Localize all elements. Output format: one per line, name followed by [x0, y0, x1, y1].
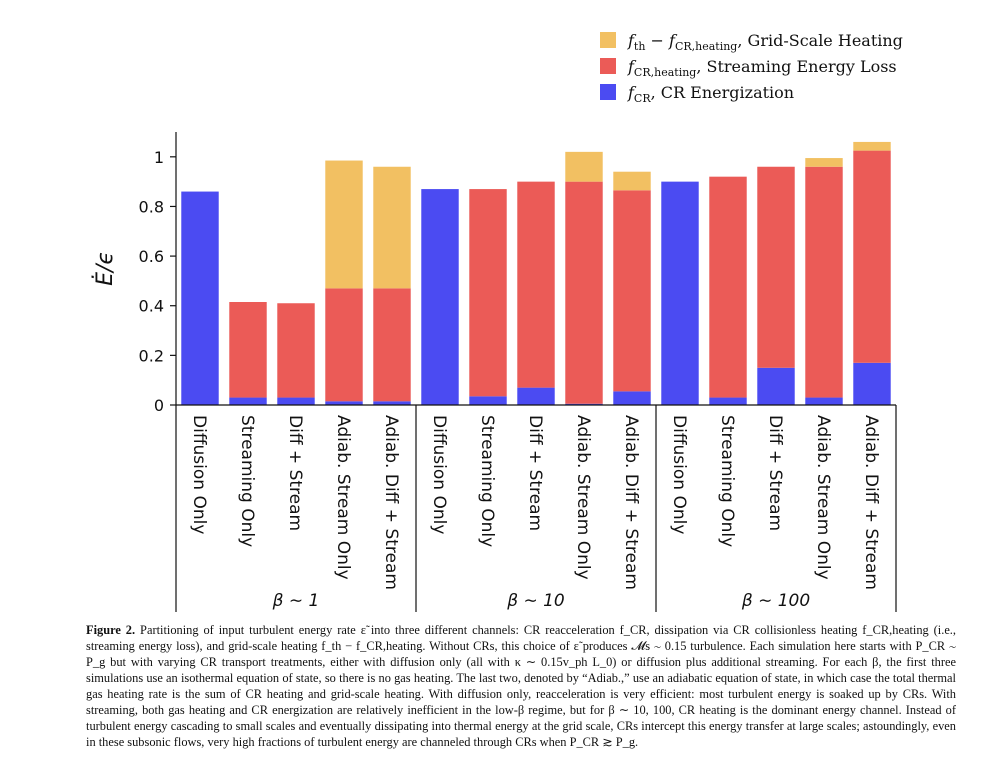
plot-area: 0 0.2 0.4 0.6 0.8 1 Diffusion Only Streaming On…	[139, 132, 897, 612]
bar-cr-energization	[469, 396, 507, 405]
x-tick-label: Diffusion Only	[669, 415, 689, 534]
bar-cr-energization	[709, 397, 747, 405]
bar-cr-energization	[613, 391, 651, 405]
x-tick-label: Adiab. Stream Only	[573, 415, 593, 580]
legend-swatch	[600, 84, 616, 100]
x-tick-label: Diffusion Only	[189, 415, 209, 534]
bar-streaming-energy-loss	[517, 181, 555, 388]
y-tick-label: 1	[154, 148, 164, 167]
bar-streaming-energy-loss	[469, 189, 507, 397]
bar-streaming-energy-loss	[805, 166, 843, 398]
bar-streaming-energy-loss	[853, 150, 891, 363]
legend: fth − fCR,heating, Grid-Scale Heating fCR…	[600, 31, 903, 105]
x-tick-label: Diff + Stream	[765, 415, 785, 531]
y-tick-label: 0	[154, 396, 164, 415]
y-axis-label: Ė/ϵ	[92, 251, 118, 286]
bar-cr-energization	[181, 191, 219, 405]
bar-grid-scale-heating	[805, 158, 843, 167]
y-tick-label: 0.4	[139, 297, 164, 316]
bar-cr-energization	[277, 397, 315, 405]
group-label: β ∼ 1	[272, 591, 320, 611]
x-tick-label: Adiab. Stream Only	[813, 415, 833, 580]
legend-entry: fCR, CR Energization	[627, 83, 794, 105]
bar-grid-scale-heating	[373, 166, 411, 289]
x-tick-label: Streaming Only	[717, 415, 737, 547]
bar-streaming-energy-loss	[565, 181, 603, 404]
bar-cr-energization	[757, 367, 795, 405]
caption-label: Figure 2.	[86, 623, 136, 637]
caption-text: Partitioning of input turbulent energy r…	[86, 623, 957, 749]
bar-streaming-energy-loss	[709, 176, 747, 398]
bar-streaming-energy-loss	[757, 166, 795, 368]
x-tick-label: Streaming Only	[237, 415, 257, 547]
group-label: β ∼ 100	[741, 591, 810, 611]
bar-grid-scale-heating	[325, 160, 363, 289]
group-label: β ∼ 10	[506, 591, 565, 611]
bar-cr-energization	[565, 403, 603, 405]
bar-cr-energization	[229, 397, 267, 405]
legend-swatch	[600, 58, 616, 74]
bar-streaming-energy-loss	[277, 303, 315, 398]
stacked-bar-chart: fth − fCR,heating, Grid-Scale Heating fCR…	[92, 31, 903, 612]
bar-streaming-energy-loss	[325, 288, 363, 402]
y-tick-label: 0.8	[139, 197, 164, 216]
bar-cr-energization	[373, 401, 411, 405]
figure-caption: Figure 2. Partitioning of input turbulen…	[86, 622, 956, 750]
x-tick-label: Adiab. Stream Only	[333, 415, 353, 580]
bar-grid-scale-heating	[613, 171, 651, 191]
bar-streaming-energy-loss	[373, 288, 411, 402]
bar-streaming-energy-loss	[229, 302, 267, 398]
x-tick-label: Adiab. Diff + Stream	[621, 415, 641, 590]
legend-swatch	[600, 32, 616, 48]
x-tick-label: Adiab. Diff + Stream	[381, 415, 401, 590]
bar-cr-energization	[805, 397, 843, 405]
x-tick-label: Adiab. Diff + Stream	[861, 415, 881, 590]
y-tick-label: 0.6	[139, 247, 164, 266]
x-tick-label: Streaming Only	[477, 415, 497, 547]
y-tick-label: 0.2	[139, 346, 164, 365]
bar-cr-energization	[661, 181, 699, 405]
bar-streaming-energy-loss	[613, 190, 651, 392]
bar-grid-scale-heating	[853, 141, 891, 151]
bar-cr-energization	[517, 387, 555, 405]
bar-cr-energization	[421, 189, 459, 405]
x-tick-label: Diff + Stream	[525, 415, 545, 531]
bar-cr-energization	[853, 362, 891, 405]
bar-grid-scale-heating	[565, 151, 603, 182]
x-tick-label: Diffusion Only	[429, 415, 449, 534]
bar-cr-energization	[325, 401, 363, 405]
legend-entry: fCR,heating, Streaming Energy Loss	[627, 57, 897, 79]
x-tick-label: Diff + Stream	[285, 415, 305, 531]
legend-entry: fth − fCR,heating, Grid-Scale Heating	[627, 31, 903, 53]
